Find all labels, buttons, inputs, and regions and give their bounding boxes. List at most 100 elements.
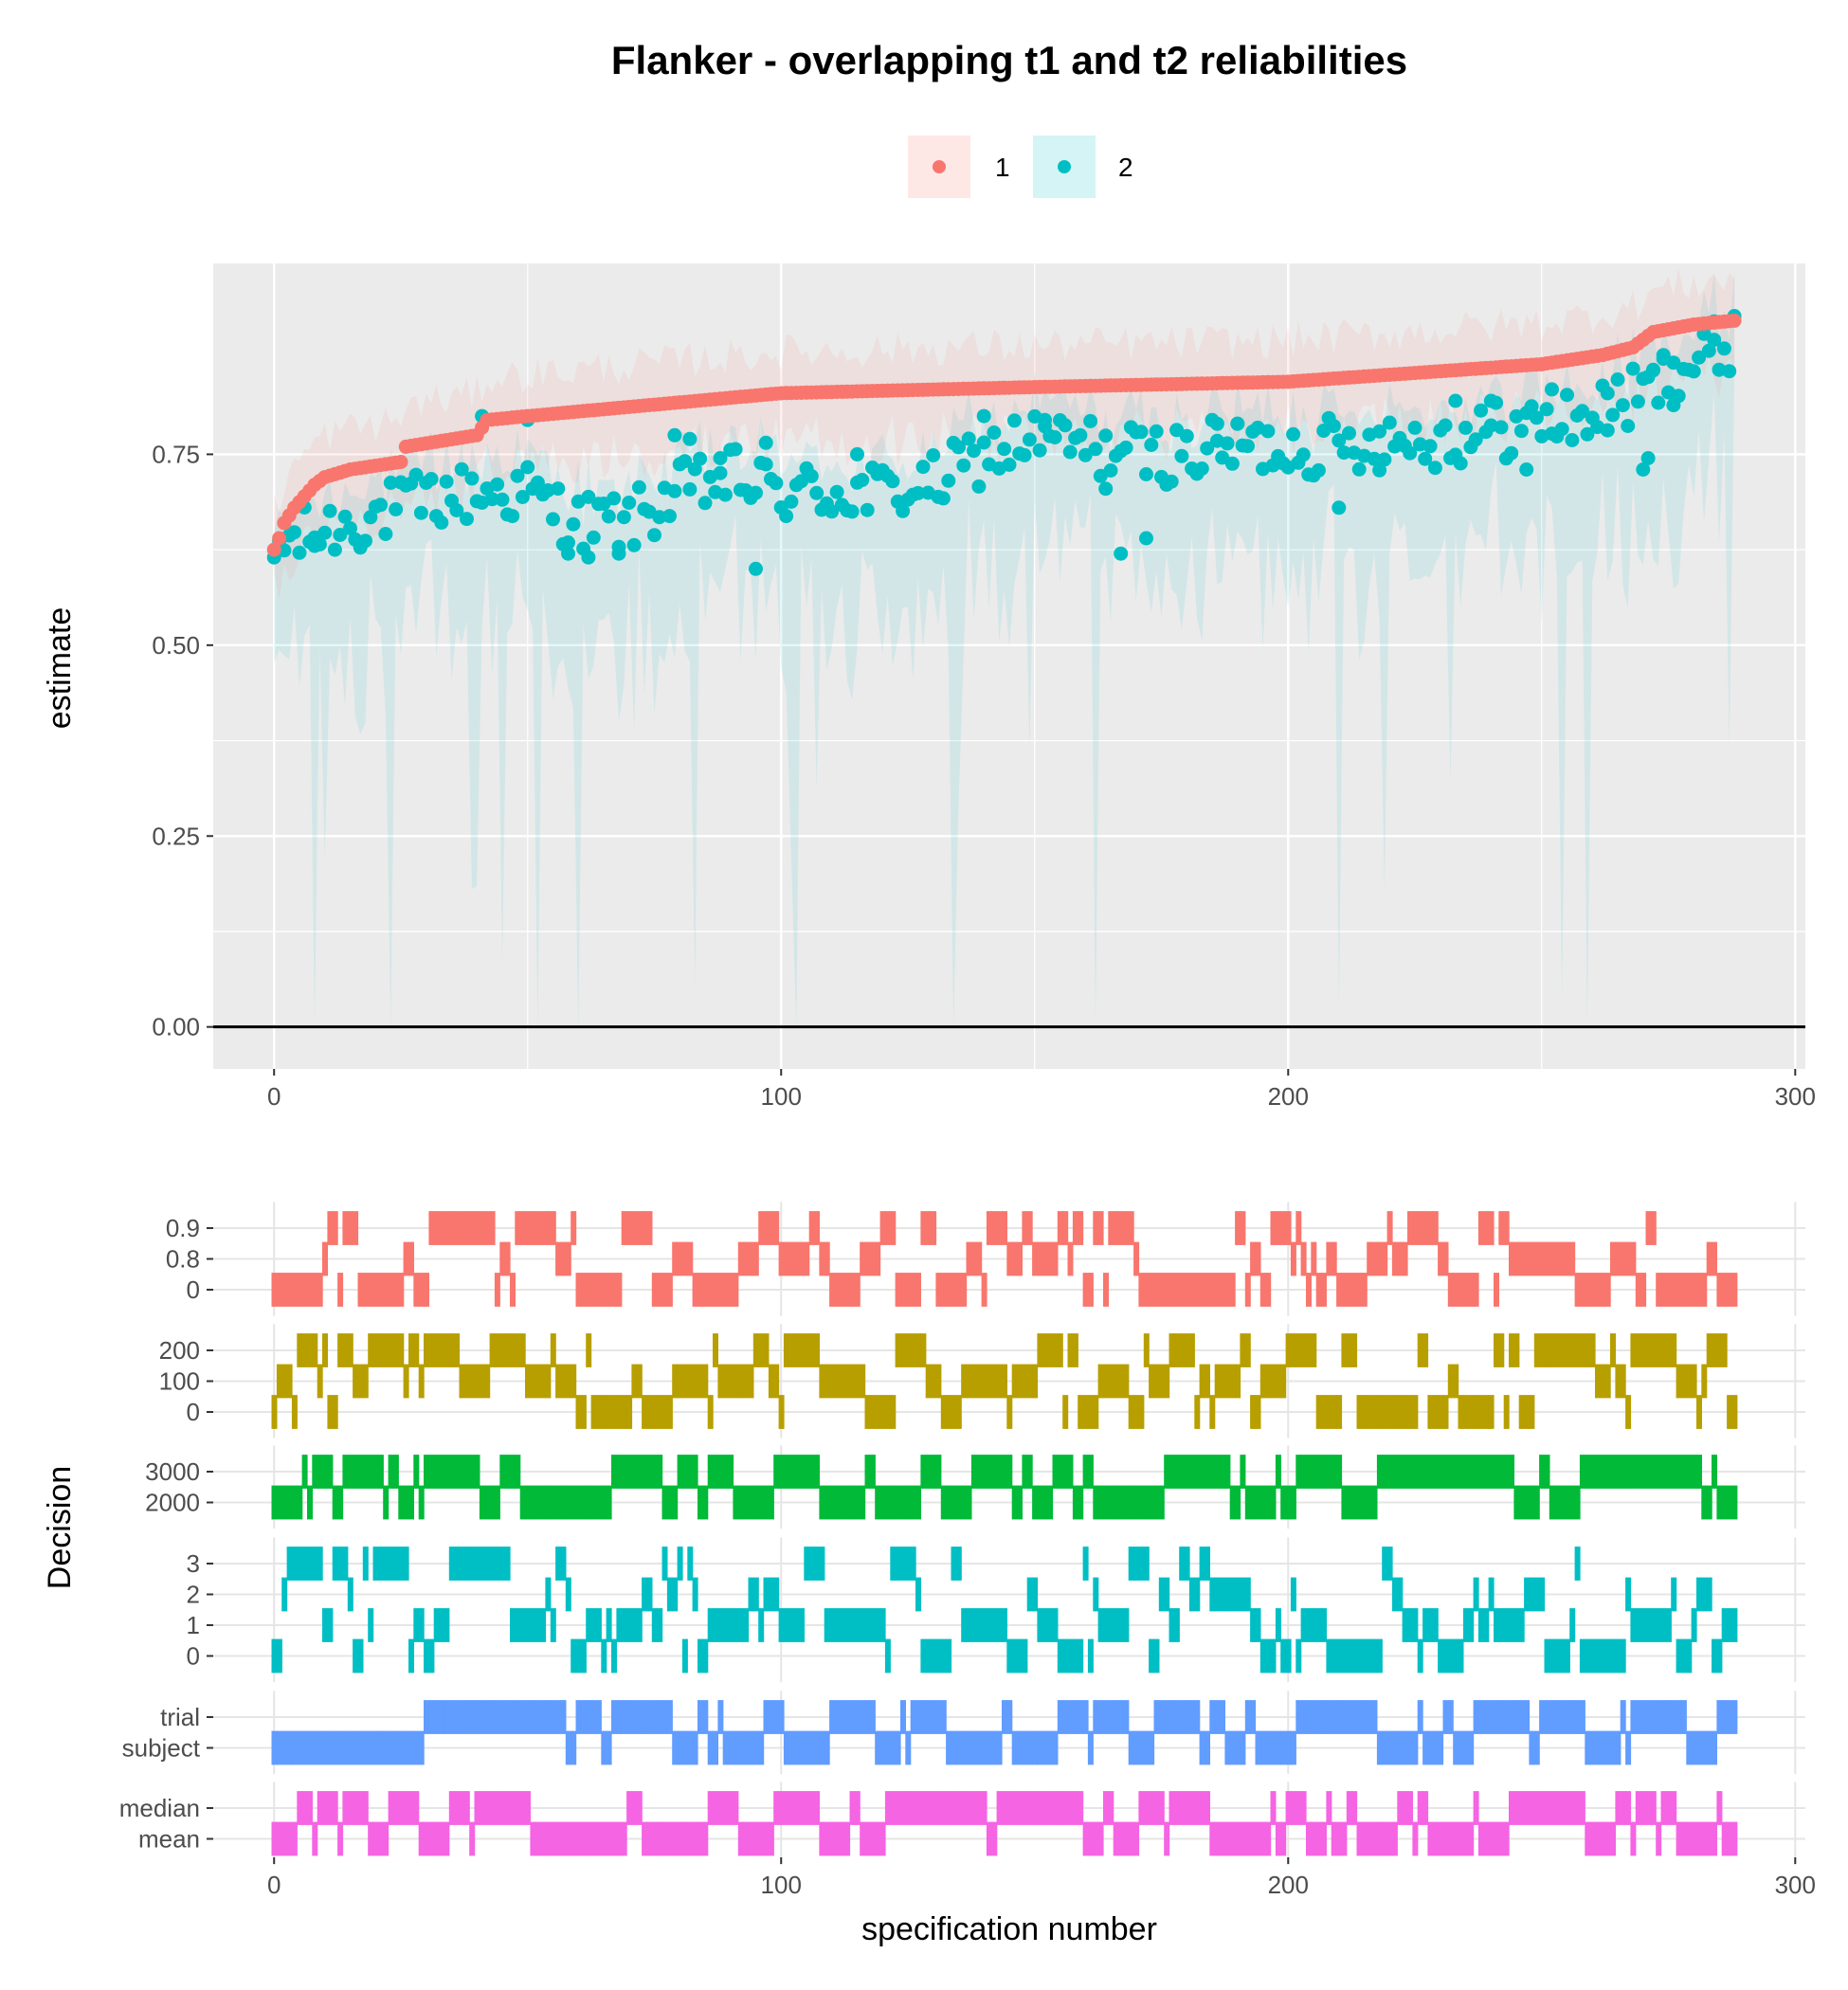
decision-tile — [1533, 1485, 1540, 1520]
decision-tile — [1087, 1821, 1094, 1856]
decision-tile — [1676, 1455, 1682, 1489]
point-series-2 — [551, 481, 566, 497]
decision-tile — [454, 1547, 461, 1581]
decision-tile — [616, 1821, 623, 1856]
point-series-2 — [713, 451, 728, 465]
decision-tile — [1138, 1395, 1145, 1429]
decision-tile — [895, 1730, 901, 1765]
decision-tile — [322, 1455, 328, 1489]
decision-tile — [1179, 1333, 1186, 1367]
decision-tile — [1002, 1364, 1007, 1399]
decision-tile — [337, 1273, 344, 1307]
decision-tile — [1052, 1455, 1059, 1489]
point-series-2 — [809, 485, 824, 500]
decision-tile — [575, 1485, 582, 1520]
decision-tile — [444, 1211, 450, 1245]
point-series-2 — [1260, 424, 1276, 439]
decision-tile — [595, 1395, 602, 1429]
decision-tile — [428, 1700, 435, 1734]
decision-tile — [1407, 1608, 1413, 1642]
decision-level-label: median — [119, 1794, 200, 1822]
decision-tile — [1610, 1455, 1616, 1489]
decision-tile — [733, 1364, 739, 1399]
decision-tile — [1057, 1638, 1063, 1673]
decision-tile — [1625, 1241, 1632, 1276]
decision-tile — [900, 1333, 906, 1367]
decision-tile — [844, 1608, 851, 1642]
point-series-2 — [1038, 412, 1052, 427]
decision-tile — [1143, 1485, 1150, 1520]
decision-tile — [666, 1485, 673, 1520]
decision-tile — [1138, 1547, 1145, 1581]
decision-tile — [1002, 1211, 1007, 1245]
decision-tile — [824, 1485, 830, 1520]
decision-tile — [1153, 1485, 1160, 1520]
decision-tile — [317, 1730, 323, 1765]
decision-tile — [1569, 1485, 1576, 1520]
decision-tile — [1017, 1730, 1023, 1765]
decision-tile — [778, 1395, 785, 1429]
decision-tile — [418, 1730, 425, 1765]
point-series-2 — [885, 474, 900, 489]
decision-tile — [799, 1791, 805, 1825]
decision-tile — [1179, 1547, 1186, 1581]
decision-tile — [1371, 1395, 1378, 1429]
point-series-2 — [976, 435, 991, 450]
decision-tile — [1462, 1730, 1469, 1765]
decision-tile — [900, 1485, 906, 1520]
decision-tile — [489, 1700, 496, 1734]
decision-tile — [636, 1791, 643, 1825]
decision-tile — [1498, 1455, 1505, 1489]
decision-tile — [571, 1485, 577, 1520]
decision-tile — [966, 1730, 972, 1765]
decision-tile — [474, 1455, 480, 1489]
decision-tile — [1265, 1364, 1272, 1399]
decision-tile — [525, 1791, 531, 1825]
point-series-2 — [915, 460, 931, 475]
decision-tile — [636, 1700, 643, 1734]
point-series-2 — [561, 535, 575, 550]
decision-tile — [819, 1364, 825, 1399]
decision-tile — [595, 1821, 602, 1856]
decision-tile — [1229, 1730, 1236, 1765]
decision-tile — [1205, 1273, 1210, 1307]
decision-tile — [1270, 1791, 1277, 1825]
decision-tile — [1635, 1700, 1641, 1734]
decision-level-label: 2000 — [145, 1489, 200, 1517]
plot-background — [213, 263, 1805, 1069]
decision-tile — [1265, 1821, 1272, 1856]
decision-tile — [717, 1273, 724, 1307]
decision-tile — [996, 1364, 1003, 1399]
decision-tile — [869, 1700, 876, 1734]
decision-tile — [1259, 1364, 1266, 1399]
decision-tile — [550, 1211, 556, 1245]
point-series-2 — [1342, 425, 1356, 441]
decision-tile — [808, 1547, 815, 1581]
decision-tile — [1706, 1241, 1712, 1276]
decision-tile — [824, 1364, 830, 1399]
decision-tile — [408, 1638, 414, 1673]
decision-tile — [1220, 1821, 1225, 1856]
decision-tile — [474, 1791, 480, 1825]
decision-tile — [1087, 1273, 1094, 1307]
decision-tile — [1513, 1241, 1520, 1276]
decision-tile — [946, 1791, 952, 1825]
point-series-2 — [631, 479, 646, 495]
decision-tile — [1660, 1700, 1667, 1734]
decision-tile — [1680, 1455, 1687, 1489]
decision-tile — [895, 1333, 901, 1367]
point-series-2 — [1032, 443, 1047, 458]
decision-tile — [1438, 1730, 1444, 1765]
decision-tile — [940, 1395, 947, 1429]
decision-tile — [1595, 1455, 1601, 1489]
decision-tile — [1265, 1273, 1272, 1307]
decision-tile — [1427, 1455, 1434, 1489]
decision-tile — [1569, 1608, 1576, 1642]
decision-tile — [1432, 1730, 1439, 1765]
decision-tile — [448, 1211, 455, 1245]
decision-tile — [1108, 1608, 1114, 1642]
point-series-2 — [495, 492, 510, 507]
decision-tile — [722, 1273, 729, 1307]
decision-tile — [454, 1700, 461, 1734]
decision-tile — [1727, 1608, 1733, 1642]
